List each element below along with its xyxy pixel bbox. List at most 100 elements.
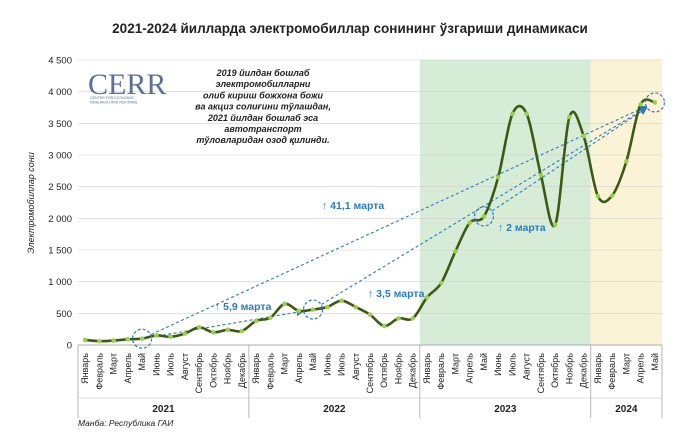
x-tick-label: Август: [351, 353, 361, 380]
x-tick-label: Июль: [337, 353, 347, 376]
x-tick-label: Июль: [507, 353, 517, 376]
y-tick-label: 3 000: [48, 151, 72, 162]
shaded-regions: [420, 60, 662, 345]
annotation-label: ↑ 41,1 марта: [322, 200, 384, 212]
note-line: ва акциз солиғини тўлашдан,: [195, 102, 331, 112]
x-tick-label: Май: [650, 353, 660, 371]
x-tick-label: Март: [621, 353, 631, 375]
data-point: [325, 305, 330, 310]
x-tick-label: Октябрь: [208, 353, 218, 388]
x-tick-label: Январь: [593, 353, 603, 384]
data-point: [368, 312, 373, 317]
data-point: [467, 220, 472, 225]
x-tick-label: Сентябрь: [365, 353, 375, 394]
x-tick-label: Ноябрь: [564, 353, 574, 385]
data-point: [268, 315, 273, 320]
data-point: [296, 309, 301, 314]
y-tick-label: 3 500: [48, 119, 72, 130]
data-point: [83, 338, 88, 343]
data-point: [396, 316, 401, 321]
data-point: [240, 329, 245, 334]
x-tick-label: Декабрь: [579, 353, 589, 388]
y-tick-label: 500: [56, 309, 72, 320]
x-tick-label: Декабрь: [237, 353, 247, 388]
chart-title: 2021-2024 йилларда электромобиллар сонин…: [112, 21, 588, 36]
x-tick-label: Май: [137, 353, 147, 371]
x-tick-label: Ноябрь: [393, 353, 403, 385]
data-point: [126, 337, 131, 342]
x-tick-label: Апрель: [294, 353, 304, 384]
data-point: [97, 339, 102, 344]
data-point: [553, 222, 558, 227]
data-point: [140, 336, 145, 341]
data-point: [496, 175, 501, 180]
data-point: [197, 325, 202, 330]
logo-subtitle-line: RESEARCH AND REFORMS: [90, 101, 138, 105]
year-label: 2023: [494, 404, 517, 415]
x-tick-label: Октябрь: [379, 353, 389, 388]
ev-chart: 05001 0001 5002 0002 5003 0003 5004 0004…: [0, 0, 680, 433]
data-point: [510, 112, 515, 117]
annotation-label: ↑ 2 марта: [498, 222, 546, 234]
logo-subtitle-line: CENTER FOR ECONOMIC: [90, 96, 135, 100]
x-tick-label: Ноябрь: [223, 353, 233, 385]
x-tick-label: Апрель: [123, 353, 133, 384]
policy-note: 2019 йилдан бошлабэлектромобилларниолиб …: [195, 68, 331, 145]
x-tick-label: Сентябрь: [536, 353, 546, 394]
x-tick-label: Февраль: [607, 353, 617, 390]
x-tick-label: Март: [450, 353, 460, 375]
data-point: [439, 281, 444, 286]
x-axis-ticks: Январь Февраль Март Апрель Май Июнь Июль Август…: [80, 353, 660, 394]
x-tick-label: Июнь: [493, 353, 503, 376]
data-point: [596, 194, 601, 199]
x-tick-label: Август: [180, 353, 190, 380]
x-tick-label: Апрель: [465, 353, 475, 384]
y-tick-label: 0: [67, 341, 72, 352]
x-tick-label: Июль: [166, 353, 176, 376]
x-tick-label: Сентябрь: [194, 353, 204, 394]
y-axis-ticks: 0 500 1 000 1 500 2 000 2 500 3 000 3 500 4 000 4…: [48, 56, 72, 352]
data-point: [638, 102, 643, 107]
annotation-label: ↑ 3,5 марта: [368, 288, 425, 300]
year-label: 2024: [615, 404, 638, 415]
x-tick-label: Январь: [422, 353, 432, 384]
data-point: [567, 115, 572, 120]
year-label: 2021: [152, 404, 175, 415]
x-tick-label: Февраль: [436, 353, 446, 390]
cerr-logo: CERR CENTER FOR ECONOMIC RESEARCH AND RE…: [88, 68, 166, 105]
data-point: [524, 112, 529, 117]
year-label: 2022: [323, 404, 346, 415]
data-point: [168, 334, 173, 339]
y-axis-label: Электромобиллар сони: [26, 152, 36, 253]
data-point: [225, 328, 230, 333]
x-tick-label: Май: [308, 353, 318, 371]
x-tick-label: Март: [280, 353, 290, 375]
source-note: Манба: Республика ГАИ: [78, 418, 174, 428]
x-tick-label: Февраль: [265, 353, 275, 390]
shaded-region: [420, 60, 591, 345]
x-tick-label: Февраль: [94, 353, 104, 390]
data-point: [111, 338, 116, 343]
note-line: электромобилларни: [216, 79, 311, 89]
y-tick-label: 1 500: [48, 246, 72, 257]
x-tick-label: Март: [109, 353, 119, 375]
note-line: 2019 йилдан бошлаб: [216, 68, 310, 78]
y-tick-label: 4 500: [48, 56, 72, 67]
chart-root: 0 500 1 000 1 500 2 000 2 500 3 000 3 500 4 000 4…: [0, 0, 680, 433]
note-line: тўловларидан озод қилинди.: [196, 135, 329, 145]
data-point: [311, 307, 316, 312]
x-tick-label: Июнь: [151, 353, 161, 376]
x-tick-label: Январь: [251, 353, 261, 384]
annotation-arrow: [152, 311, 303, 337]
data-point: [154, 333, 159, 338]
data-point: [482, 214, 487, 219]
data-point: [624, 159, 629, 164]
data-point: [425, 295, 430, 300]
note-line: автотранспорт: [224, 124, 301, 134]
y-tick-label: 1 000: [48, 277, 72, 288]
data-point: [353, 305, 358, 310]
data-point: [581, 134, 586, 139]
data-point: [382, 324, 387, 329]
x-tick-label: Октябрь: [550, 353, 560, 388]
data-point: [211, 330, 216, 335]
